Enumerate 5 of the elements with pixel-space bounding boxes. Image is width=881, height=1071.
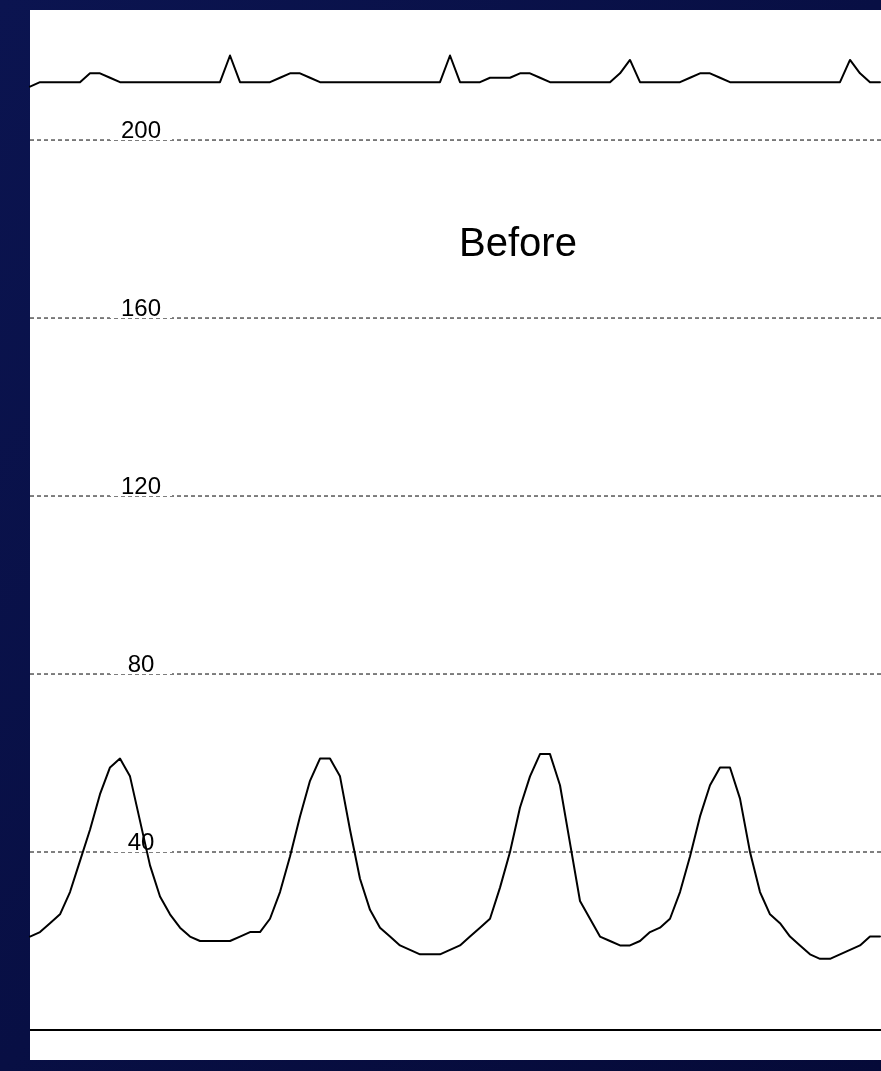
annotation: Before xyxy=(459,220,577,264)
y-tick-label: 80 xyxy=(127,650,155,678)
y-tick-label: 120 xyxy=(120,472,162,500)
y-tick-label: 200 xyxy=(120,116,162,144)
y-tick-label: 160 xyxy=(120,294,162,322)
